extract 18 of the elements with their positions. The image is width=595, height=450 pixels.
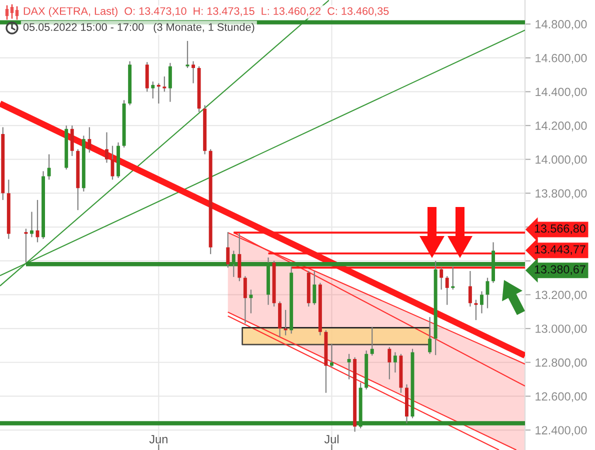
- x-tick-label: Jun: [149, 435, 168, 444]
- y-tick-label: 14.800,00: [536, 20, 587, 30]
- y-tick-label: 13.200,00: [536, 290, 587, 300]
- series-label: 13.566,80: [534, 224, 586, 234]
- y-tick-label: 14.200,00: [536, 122, 587, 132]
- text: 05.05.2022 15:00 - 17:00 (3 Monate, 1 Stunde): [23, 22, 254, 34]
- x-tick-label: Jul: [324, 434, 338, 444]
- y-tick-label: 12.400,00: [536, 426, 587, 436]
- y-tick-label: 14.400,00: [536, 88, 587, 98]
- y-tick-label: 12.800,00: [536, 358, 587, 368]
- text: DAX (XETRA, Last) O: 13.473,10 H: 13.473,15 L: 13.460,22 C: 13.460,35: [24, 6, 389, 18]
- y-tick-label: 13.800,00: [536, 189, 587, 199]
- y-tick-label: 13.000,00: [536, 324, 587, 334]
- y-tick-label: 14.600,00: [536, 54, 587, 64]
- y-tick-label: 12.600,00: [536, 392, 587, 402]
- series-label: 13.443,77: [534, 245, 586, 255]
- y-tick-label: 14.000,00: [536, 155, 587, 166]
- series-label: 13.380,67: [534, 265, 586, 275]
